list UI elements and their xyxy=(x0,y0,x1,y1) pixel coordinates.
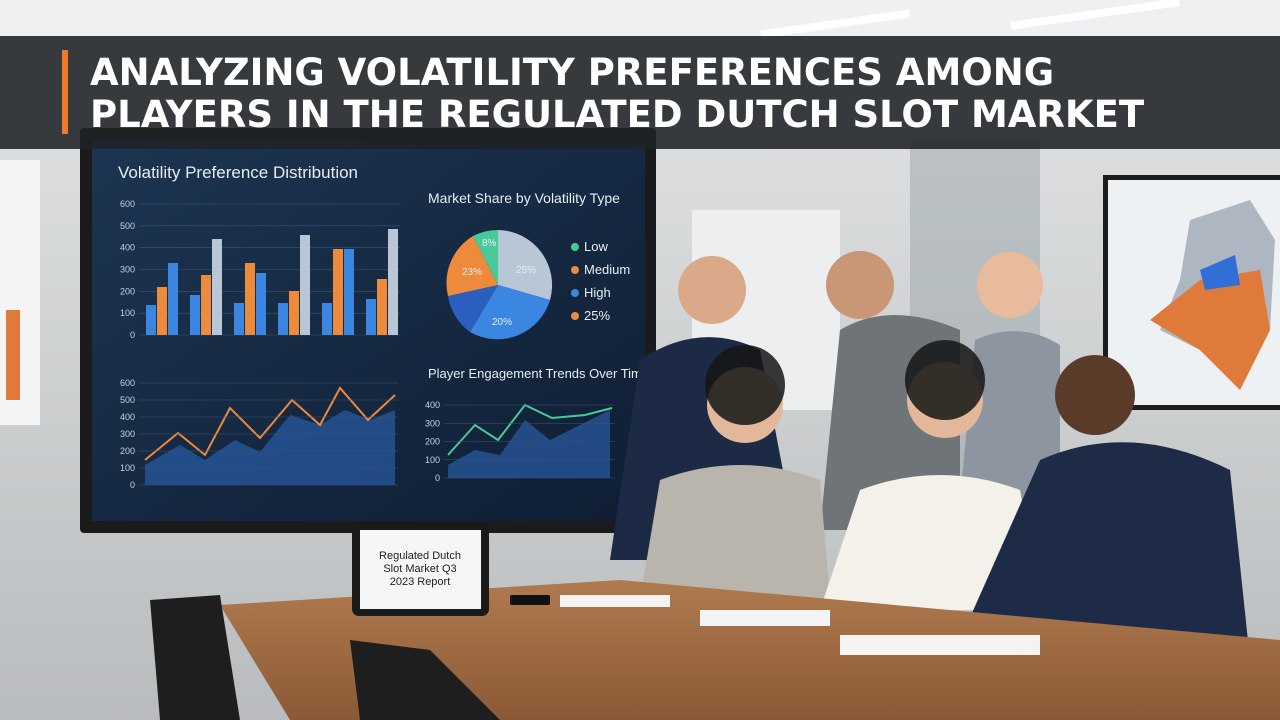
tablet-text: Slot Market Q3 xyxy=(383,563,456,575)
light xyxy=(760,9,910,39)
paper xyxy=(560,595,670,607)
bar xyxy=(245,263,255,335)
tick-label: 200 xyxy=(425,437,440,447)
person xyxy=(960,331,1060,500)
title-banner xyxy=(0,36,1280,149)
paper xyxy=(840,635,1040,655)
pie-chart: 8% 25% 20% 23% xyxy=(446,230,553,340)
head xyxy=(1055,355,1135,435)
area xyxy=(145,410,395,485)
pie-slice xyxy=(498,230,553,300)
pie-slice xyxy=(473,230,498,285)
panel-title: Volatility Preference Distribution xyxy=(118,163,358,182)
pie-label: 8% xyxy=(482,238,497,249)
bar xyxy=(344,249,354,335)
person xyxy=(960,442,1250,660)
chair xyxy=(150,595,240,720)
bar xyxy=(157,287,167,335)
bar xyxy=(212,239,222,335)
tick-label: 500 xyxy=(120,221,135,231)
person xyxy=(820,475,1040,610)
panel-title: Market Share by Volatility Type xyxy=(428,190,620,206)
bar xyxy=(300,235,310,335)
bar-chart: 600 500 400 300 200 100 0 xyxy=(120,199,400,340)
legend-swatch xyxy=(571,289,579,297)
tick-label: 200 xyxy=(120,286,135,296)
tick-label: 0 xyxy=(130,330,135,340)
pie-slice xyxy=(470,285,550,340)
tick-label: 600 xyxy=(120,378,135,388)
tablet-text: 2023 Report xyxy=(390,576,451,588)
legend-swatch xyxy=(571,243,579,251)
poster-bar xyxy=(6,310,20,400)
pie-label: 20% xyxy=(492,317,512,328)
legend-swatch xyxy=(571,312,579,320)
legend-label: 25% xyxy=(584,308,610,323)
tick-label: 0 xyxy=(435,473,440,483)
tick-label: 600 xyxy=(120,199,135,209)
tick-label: 100 xyxy=(120,463,135,473)
tick-label: 200 xyxy=(120,446,135,456)
head xyxy=(977,252,1043,318)
pie-legend: Low Medium High 25% xyxy=(571,239,630,323)
bar xyxy=(256,273,266,335)
pie-slice xyxy=(446,236,498,296)
hair xyxy=(705,345,785,425)
pie-slice xyxy=(448,285,498,332)
people xyxy=(610,251,1250,660)
bar xyxy=(333,249,343,335)
bar xyxy=(146,305,156,335)
tablet-text: Regulated Dutch xyxy=(379,550,461,562)
tick-label: 400 xyxy=(425,400,440,410)
line-charts: 600 500 400 300 200 100 0 400 300 200 100 0 xyxy=(120,378,615,490)
title-line: ANALYZING VOLATILITY PREFERENCES AMONG xyxy=(90,51,1054,94)
line xyxy=(144,386,396,461)
tablet-screen xyxy=(360,530,481,609)
bar xyxy=(201,275,211,335)
accent-bar xyxy=(62,50,68,134)
pie-label: 25% xyxy=(516,265,536,276)
tick-label: 100 xyxy=(425,455,440,465)
legend-label: Low xyxy=(584,239,608,254)
head xyxy=(678,256,746,324)
map-region xyxy=(1200,255,1240,290)
tick-label: 300 xyxy=(425,418,440,428)
paper xyxy=(700,610,830,626)
tick-label: 400 xyxy=(120,412,135,422)
hair xyxy=(905,340,985,420)
bar xyxy=(278,303,288,335)
bar xyxy=(366,299,376,335)
pie-label: 23% xyxy=(462,267,482,278)
bar xyxy=(377,279,387,335)
tick-label: 0 xyxy=(130,480,135,490)
tick-label: 500 xyxy=(120,395,135,405)
tick-label: 400 xyxy=(120,243,135,253)
legend-label: Medium xyxy=(584,262,630,277)
chair xyxy=(350,640,500,720)
tick-label: 300 xyxy=(120,429,135,439)
head xyxy=(826,251,894,319)
person xyxy=(640,465,830,600)
bar xyxy=(388,229,398,335)
phone xyxy=(510,595,550,605)
title-line: PLAYERS IN THE REGULATED DUTCH SLOT MARK… xyxy=(90,93,1145,136)
bar xyxy=(289,291,299,335)
tick-label: 300 xyxy=(120,265,135,275)
bar xyxy=(322,303,332,335)
legend-label: High xyxy=(584,285,611,300)
panel-title: Player Engagement Trends Over Time xyxy=(428,366,649,381)
area xyxy=(448,410,610,478)
map-region xyxy=(1150,270,1270,390)
light xyxy=(1010,0,1180,30)
bar xyxy=(190,295,200,335)
legend-swatch xyxy=(571,266,579,274)
bar xyxy=(234,303,244,335)
tick-label: 100 xyxy=(120,308,135,318)
bar xyxy=(168,263,178,335)
